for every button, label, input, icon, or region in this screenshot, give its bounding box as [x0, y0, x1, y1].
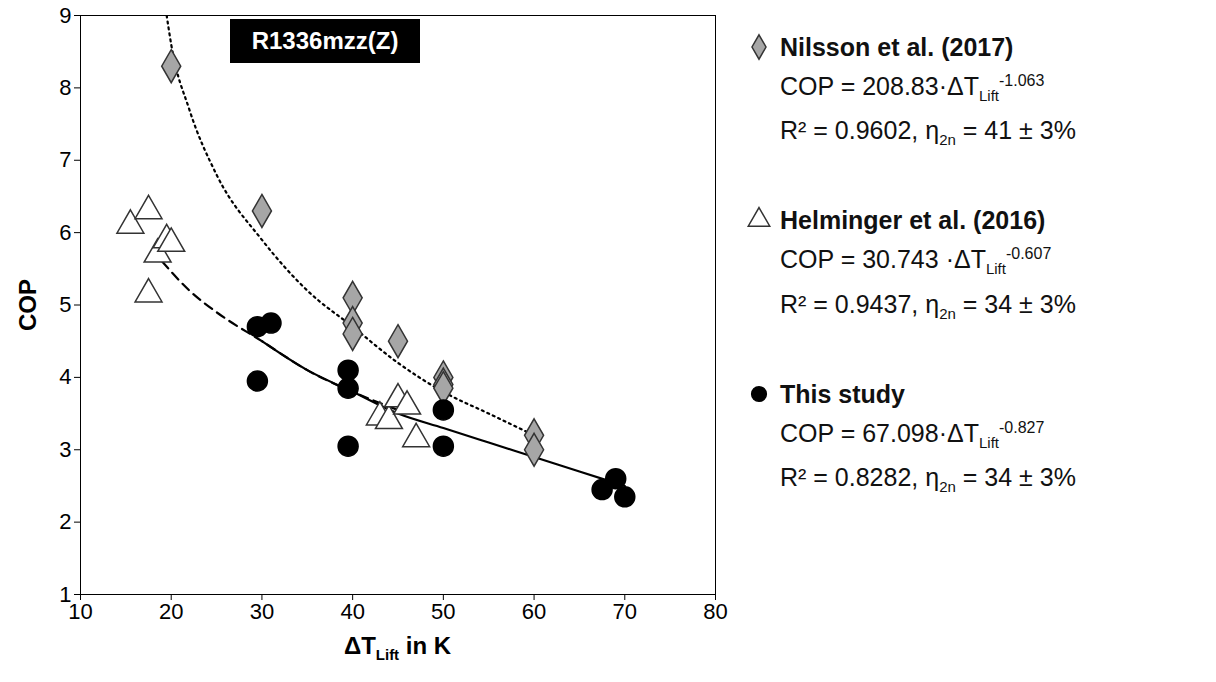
html-text:-1.063: -1.063 — [999, 72, 1045, 89]
html-text:COP = 67.098·ΔTLift: COP = 67.098·ΔTLift — [780, 419, 999, 451]
svg-text:80: 80 — [703, 599, 727, 624]
html-text:This study: This study — [780, 379, 905, 408]
svg-text:6: 6 — [59, 220, 71, 245]
html-text:-0.827: -0.827 — [999, 418, 1045, 436]
html-text:Nilsson et al. (2017): Nilsson et al. (2017) — [780, 33, 1014, 61]
svg-text:10: 10 — [68, 599, 92, 624]
svg-text:3: 3 — [59, 437, 71, 462]
html-text:-0.607: -0.607 — [1005, 245, 1052, 263]
svg-text:20: 20 — [159, 599, 183, 624]
html-text:R² = 0.9602, η2n= 41 ± 3%: R² = 0.9602, η2n= 41 ± 3% — [780, 116, 1076, 149]
svg-text:70: 70 — [613, 599, 637, 624]
svg-text:8: 8 — [59, 75, 71, 100]
svg-text:4: 4 — [59, 364, 71, 389]
svg-text:30: 30 — [250, 599, 274, 624]
svg-text:9: 9 — [59, 3, 71, 28]
svg-text:60: 60 — [522, 599, 546, 624]
html-text:Helminger et al. (2016): Helminger et al. (2016) — [780, 206, 1046, 235]
html-text:R1336mzz(Z): R1336mzz(Z) — [251, 26, 399, 54]
html-text:COP = 208.83·ΔTLift: COP = 208.83·ΔTLift — [780, 72, 999, 105]
html-text:COP = 30.743 ·ΔTLift: COP = 30.743 ·ΔTLift — [780, 245, 1006, 278]
svg-text:40: 40 — [340, 599, 364, 624]
html-text:R² = 0.8282, η2n= 34 ± 3%: R² = 0.8282, η2n= 34 ± 3% — [780, 463, 1076, 495]
svg-text:5: 5 — [59, 292, 71, 317]
html-text:R² = 0.9437, η2n= 34 ± 3%: R² = 0.9437, η2n= 34 ± 3% — [780, 289, 1076, 322]
html-text:ΔTLiftin K: ΔTLiftin K — [343, 632, 452, 663]
svg-text:7: 7 — [59, 147, 71, 172]
svg-text:COP: COP — [14, 279, 41, 331]
svg-text:50: 50 — [431, 599, 455, 624]
svg-text:2: 2 — [59, 509, 71, 534]
svg-text:1: 1 — [59, 581, 72, 607]
